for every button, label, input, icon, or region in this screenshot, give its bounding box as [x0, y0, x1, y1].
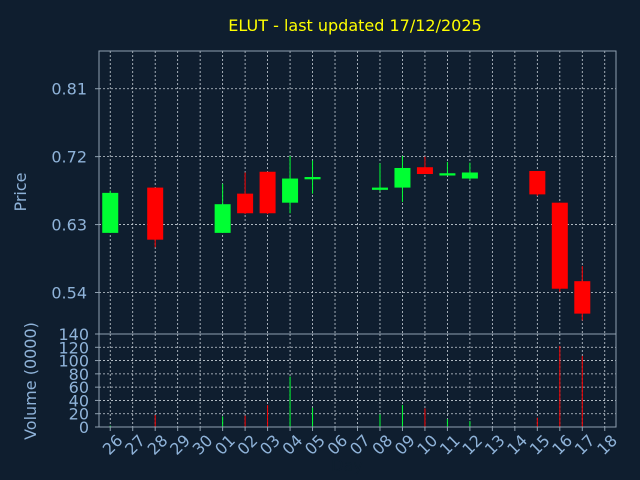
- price-axis-label: Price: [11, 172, 30, 211]
- candle-body: [102, 192, 119, 233]
- price-tick-label: 0.72: [51, 148, 87, 167]
- candle-body: [551, 202, 568, 289]
- candle-body: [304, 177, 321, 180]
- candle-body: [529, 170, 546, 195]
- volume-tick-label: 20: [69, 405, 89, 424]
- volume-tick-label: 60: [69, 378, 89, 397]
- candle-body: [574, 281, 591, 314]
- price-tick-label: 0.81: [51, 80, 87, 99]
- volume-tick-label: 40: [69, 391, 89, 410]
- volume-tick-label: 80: [69, 365, 89, 384]
- candle-body: [259, 171, 276, 214]
- candle-body: [394, 167, 411, 188]
- volume-axis-label: Volume (0000): [21, 322, 40, 440]
- x-axis-label: Day: [331, 456, 363, 475]
- price-tick-label: 0.54: [51, 283, 87, 302]
- candle-body: [461, 172, 478, 179]
- candle-body: [371, 187, 388, 190]
- price-tick-label: 0.63: [51, 216, 87, 235]
- candle-body: [416, 167, 433, 175]
- volume-tick-label: 140: [58, 325, 89, 344]
- candle-body: [214, 204, 231, 233]
- candle-body: [439, 173, 456, 176]
- candle-body: [147, 187, 164, 240]
- candle-body: [282, 178, 299, 203]
- volume-tick-label: 100: [58, 352, 89, 371]
- candle-body: [237, 193, 254, 214]
- chart-title-text: ELUT - last updated 17/12/2025: [228, 16, 481, 35]
- volume-tick-label: 0: [79, 418, 89, 437]
- volume-tick-label: 120: [58, 338, 89, 357]
